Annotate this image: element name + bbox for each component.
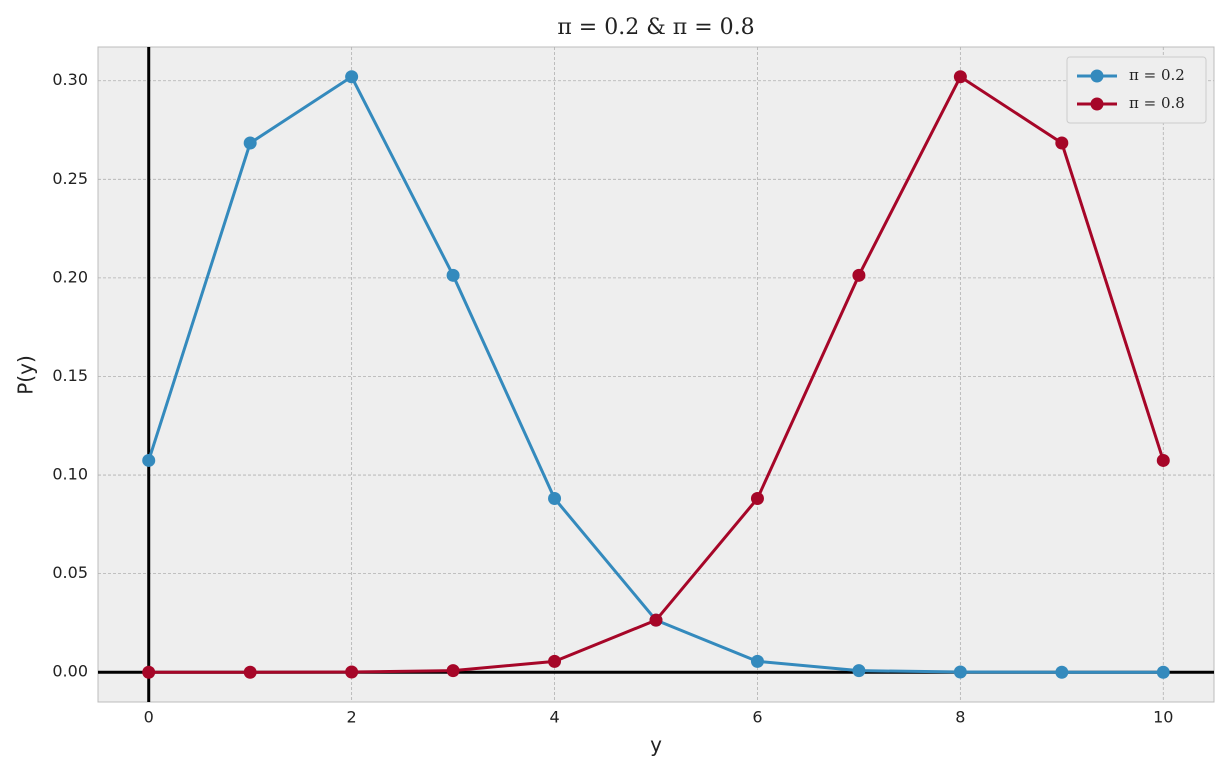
x-tick-label: 4 — [549, 708, 559, 727]
legend-marker — [1090, 97, 1104, 111]
y-axis-label: P(y) — [14, 355, 38, 395]
legend-label: π = 0.8 — [1129, 94, 1185, 112]
data-point — [142, 665, 156, 679]
data-point — [345, 665, 359, 679]
plot-area — [97, 46, 1215, 703]
y-tick-label: 0.25 — [52, 169, 88, 188]
data-point — [548, 654, 562, 668]
y-tick-label: 0.10 — [52, 465, 88, 484]
data-point — [750, 654, 764, 668]
data-point — [750, 492, 764, 506]
data-point — [1055, 136, 1069, 150]
data-point — [852, 268, 866, 282]
data-point — [142, 453, 156, 467]
data-point — [1055, 665, 1069, 679]
data-point — [1156, 665, 1170, 679]
y-tick-label: 0.20 — [52, 267, 88, 286]
data-point — [548, 492, 562, 506]
y-tick-label: 0.05 — [52, 563, 88, 582]
data-point — [953, 70, 967, 84]
y-tick-label: 0.30 — [52, 70, 88, 89]
y-tick-label: 0.15 — [52, 366, 88, 385]
x-tick-label: 2 — [347, 708, 357, 727]
x-tick-label: 6 — [752, 708, 762, 727]
chart-title: π = 0.2 & π = 0.8 — [557, 15, 754, 40]
y-tick-label: 0.00 — [52, 662, 88, 681]
legend-marker — [1090, 69, 1104, 83]
x-tick-label: 0 — [144, 708, 154, 727]
data-point — [345, 70, 359, 84]
legend-label: π = 0.2 — [1129, 66, 1185, 84]
data-point — [1156, 453, 1170, 467]
data-point — [649, 613, 663, 627]
x-axis-label: y — [650, 733, 662, 757]
data-point — [852, 664, 866, 678]
data-point — [243, 136, 257, 150]
data-point — [446, 268, 460, 282]
data-point — [953, 665, 967, 679]
data-point — [243, 665, 257, 679]
data-point — [446, 664, 460, 678]
x-tick-label: 8 — [955, 708, 965, 727]
x-tick-label: 10 — [1153, 708, 1173, 727]
